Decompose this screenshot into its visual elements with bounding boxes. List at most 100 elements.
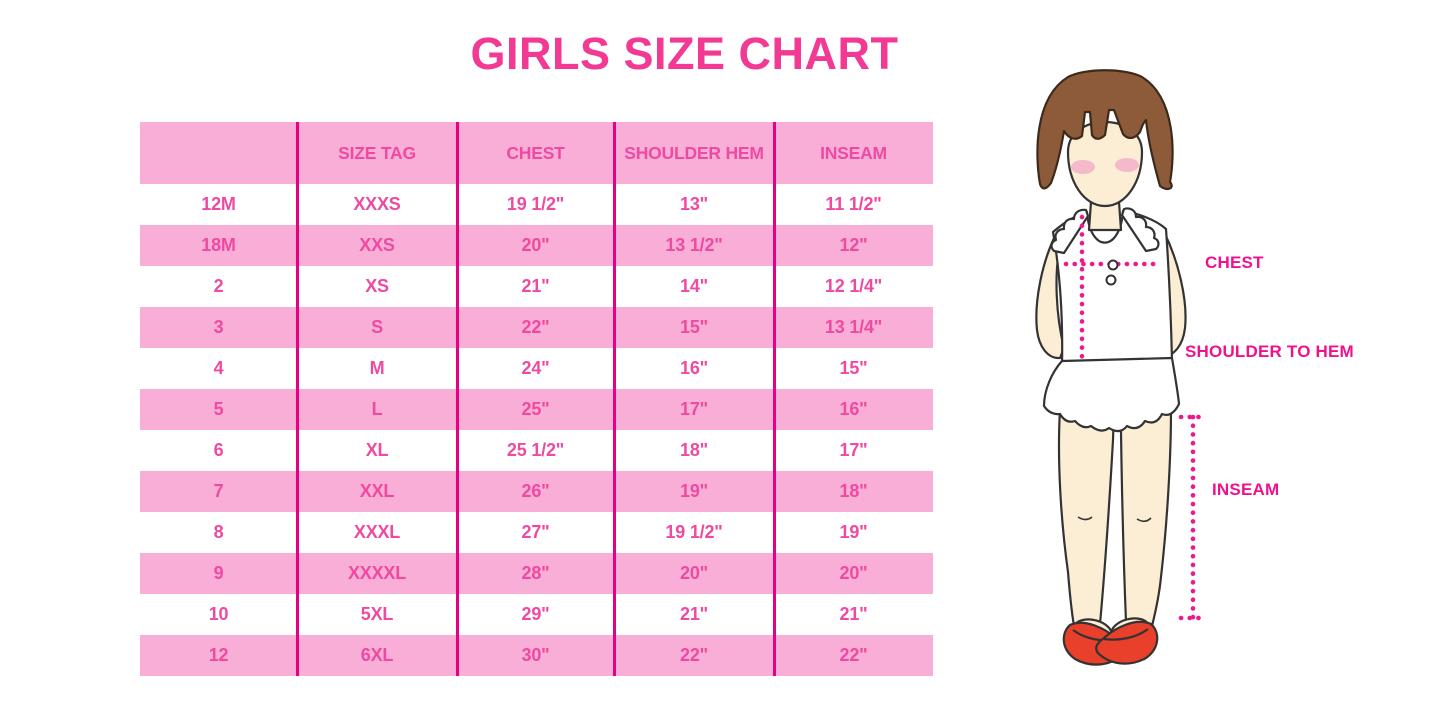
table-row: 9 XXXXL 28" 20" 20" <box>140 553 933 594</box>
table-cell: 17" <box>839 440 868 460</box>
page-title: GIRLS SIZE CHART <box>470 28 899 79</box>
table-header-row: SIZE TAG CHEST SHOULDER HEM INSEAM <box>140 122 933 184</box>
table-cell: 20" <box>680 563 708 583</box>
table-cell: XS <box>365 276 389 296</box>
hair <box>1036 69 1174 191</box>
column-divider <box>612 122 616 676</box>
table-cell: XL <box>365 440 389 460</box>
table-cell: 5 <box>213 399 224 419</box>
right-blush <box>1115 158 1139 172</box>
table-row: 12 6XL 30" 22" 22" <box>140 635 933 676</box>
table-cell: 28" <box>521 563 550 583</box>
table-cell: 7 <box>213 481 224 501</box>
column-divider <box>455 122 459 676</box>
table-cell: XXXXL <box>347 563 407 583</box>
table-cell: 30" <box>521 645 550 665</box>
button <box>1107 259 1119 271</box>
table-cell: XXS <box>359 235 395 255</box>
table-cell: 6XL <box>360 645 394 665</box>
column-divider <box>772 122 776 676</box>
dress-skirt <box>1042 356 1181 433</box>
table-cell: 19" <box>680 481 708 501</box>
table-cell: 21" <box>839 604 868 624</box>
table-cell: 16" <box>680 358 708 378</box>
left-shoulder-ruffle <box>1050 208 1090 255</box>
right-shoulder-ruffle <box>1120 207 1160 253</box>
table-cell: 10 <box>208 604 229 624</box>
shoulder-to-hem-label: SHOULDER TO HEM <box>1185 342 1354 361</box>
right-knee-line <box>1136 517 1152 523</box>
table-row: 2 XS 21" 14" 12 1/4" <box>140 266 933 307</box>
table-cell: 22" <box>680 645 708 665</box>
table-cell: 3 <box>213 317 224 337</box>
table-row: 12M XXXS 19 1/2" 13" 11 1/2" <box>140 184 933 225</box>
left-blush <box>1071 160 1095 174</box>
table-cell: 24" <box>521 358 550 378</box>
table-cell: 9 <box>213 563 224 583</box>
right-shoe-strap <box>1103 628 1149 641</box>
table-cell: 12M <box>201 194 236 214</box>
right-leg <box>1118 408 1173 628</box>
header-cell-shoulder-hem: SHOULDER HEM <box>624 142 764 163</box>
table-cell: 12 1/4" <box>824 276 883 296</box>
table-cell: S <box>371 317 383 337</box>
table-cell: 4 <box>213 358 224 378</box>
table-cell: 5XL <box>360 604 394 624</box>
header-cell-inseam: INSEAM <box>820 142 887 163</box>
button <box>1105 274 1117 286</box>
table-cell: M <box>369 358 385 378</box>
table-row: 4 M 24" 16" 15" <box>140 348 933 389</box>
table-cell: 18M <box>201 235 236 255</box>
table-cell: 21" <box>680 604 708 624</box>
table-cell: 19" <box>839 522 868 542</box>
table-cell: 16" <box>839 399 868 419</box>
size-table: SIZE TAG CHEST SHOULDER HEM INSEAM 12M XX… <box>140 122 933 676</box>
table-cell: 12 <box>208 645 229 665</box>
table-cell: 22" <box>521 317 550 337</box>
table-cell: 17" <box>680 399 708 419</box>
column-divider <box>295 122 299 676</box>
table-row: 5 L 25" 17" 16" <box>140 389 933 430</box>
table-cell: 20" <box>839 563 868 583</box>
table-cell: 25 1/2" <box>506 440 565 460</box>
table-cell: 6 <box>213 440 224 460</box>
girl-measurement-illustration <box>1035 69 1208 666</box>
table-row: 6 XL 25 1/2" 18" 17" <box>140 430 933 471</box>
header-cell-chest: CHEST <box>506 142 565 163</box>
left-knee-line <box>1077 516 1093 521</box>
table-cell: XXL <box>359 481 395 501</box>
table-cell: 18" <box>680 440 708 460</box>
table-cell: 13" <box>680 194 708 214</box>
table-cell: 29" <box>521 604 550 624</box>
table-cell: XXXL <box>353 522 401 542</box>
measurement-lines <box>1063 214 1208 621</box>
table-cell: L <box>371 399 383 419</box>
table-cell: 8 <box>213 522 224 542</box>
table-cell: 21" <box>521 276 550 296</box>
table-row: 3 S 22" 15" 13 1/4" <box>140 307 933 348</box>
table-row: 8 XXXL 27" 19 1/2" 19" <box>140 512 933 553</box>
table-cell: 14" <box>680 276 708 296</box>
size-table-body: 12M XXXS 19 1/2" 13" 11 1/2" 18M XXS 20" 13 1/2"… <box>140 184 933 676</box>
table-cell: XXXS <box>353 194 401 214</box>
table-cell: 19 1/2" <box>665 522 723 542</box>
table-row: 7 XXL 26" 19" 18" <box>140 471 933 512</box>
table-cell: 26" <box>521 481 550 501</box>
left-leg <box>1057 408 1116 628</box>
table-cell: 18" <box>839 481 868 501</box>
header-cell-blank <box>140 122 297 184</box>
table-row: 18M XXS 20" 13 1/2" 12" <box>140 225 933 266</box>
table-cell: 15" <box>680 317 708 337</box>
inseam-label: INSEAM <box>1212 480 1280 499</box>
table-cell: 22" <box>839 645 868 665</box>
table-cell: 15" <box>839 358 868 378</box>
table-cell: 20" <box>521 235 550 255</box>
table-cell: 11 1/2" <box>825 194 882 214</box>
table-cell: 13 1/2" <box>665 235 723 255</box>
chest-label: CHEST <box>1205 253 1264 272</box>
table-cell: 12" <box>839 235 868 255</box>
table-cell: 13 1/4" <box>824 317 883 337</box>
table-cell: 25" <box>521 399 550 419</box>
table-cell: 19 1/2" <box>506 194 565 214</box>
table-cell: 27" <box>521 522 550 542</box>
